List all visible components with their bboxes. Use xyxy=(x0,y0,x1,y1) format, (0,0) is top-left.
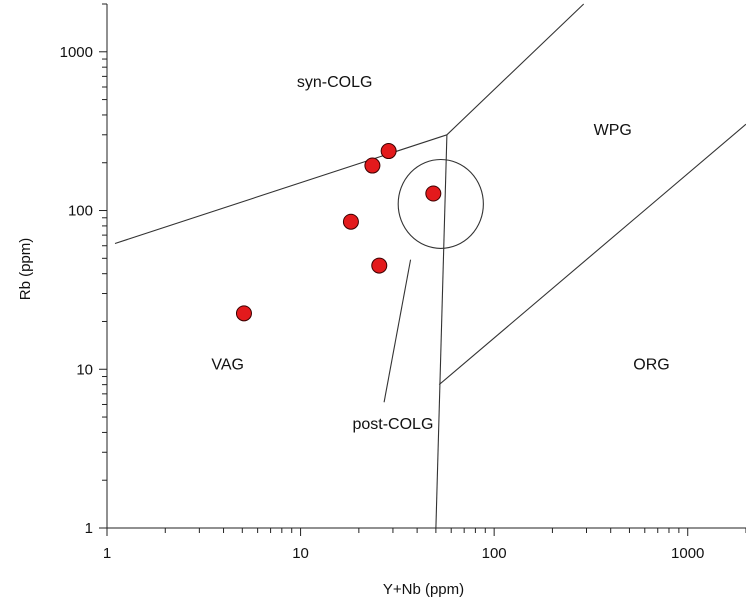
data-point xyxy=(425,185,442,202)
data-point xyxy=(342,213,359,230)
field-line xyxy=(435,134,448,529)
post-colg-field xyxy=(397,158,484,249)
y-tick-label: 10 xyxy=(76,361,93,378)
y-tick-label: 100 xyxy=(68,203,93,220)
data-points xyxy=(235,143,442,322)
field-line xyxy=(114,134,448,245)
field-boundaries xyxy=(114,3,746,529)
data-point xyxy=(364,157,381,174)
field-labels: syn-COLG WPG VAG ORG post-COLG xyxy=(211,74,669,433)
x-tick-label: 10 xyxy=(292,545,309,562)
minor-ticks xyxy=(99,3,746,536)
axes xyxy=(106,4,746,529)
y-tick-label: 1000 xyxy=(60,44,93,61)
x-tick-label: 1000 xyxy=(671,545,704,562)
y-axis-label: Rb (ppm) xyxy=(17,238,34,301)
data-point xyxy=(380,143,397,160)
data-point xyxy=(235,305,252,322)
field-label: ORG xyxy=(633,356,669,373)
post-colg-leader-line xyxy=(383,259,412,403)
field-label: post-COLG xyxy=(352,416,433,433)
post-colg-ellipse xyxy=(397,158,484,249)
field-label: VAG xyxy=(211,356,244,373)
field-line xyxy=(438,123,746,386)
x-axis-label: Y+Nb (ppm) xyxy=(383,581,464,598)
field-label: WPG xyxy=(594,122,632,139)
field-line xyxy=(446,3,585,136)
x-tick-label: 100 xyxy=(482,545,507,562)
tick-labels: 1 10 100 1000 1 10 100 1000 xyxy=(60,44,705,562)
x-tick-label: 1 xyxy=(103,545,111,562)
field-label: syn-COLG xyxy=(297,74,373,91)
y-tick-label: 1 xyxy=(85,520,93,537)
data-point xyxy=(371,257,388,274)
